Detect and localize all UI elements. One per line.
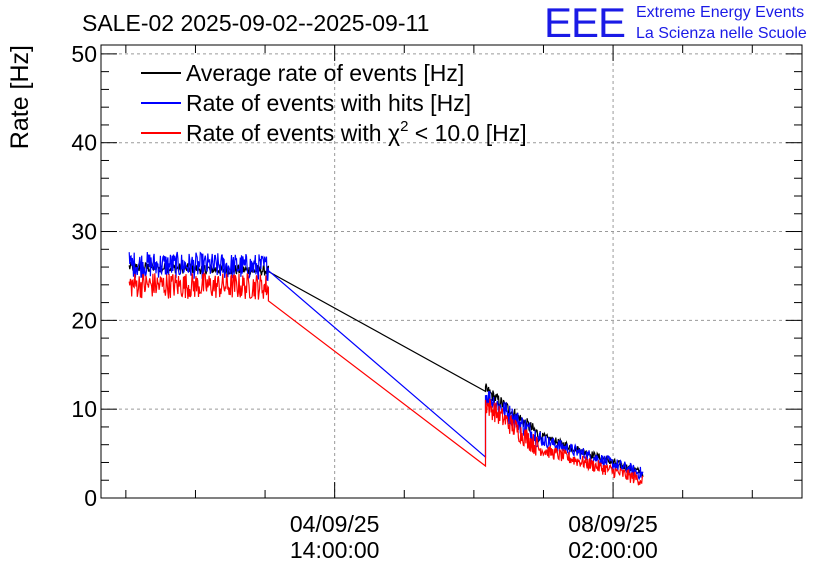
x-tick-time-label: 02:00:00 [568, 537, 658, 563]
eee-logo: EEE [544, 0, 626, 46]
x-tick-date-label: 04/09/25 [290, 511, 380, 537]
y-tick-label: 20 [71, 307, 97, 333]
series-line-1 [128, 261, 644, 478]
x-tick-date-label: 08/09/25 [568, 511, 658, 537]
legend: Average rate of events [Hz] Rate of event… [141, 60, 527, 146]
y-tick-label: 10 [71, 396, 97, 422]
legend-label-1: Average rate of events [Hz] [186, 60, 464, 86]
legend-label-2: Rate of events with hits [Hz] [186, 90, 471, 116]
chart-title: SALE-02 2025-09-02--2025-09-11 [82, 10, 430, 36]
plot-frame [100, 44, 803, 499]
y-tick-label: 0 [84, 485, 97, 511]
y-tick-label: 30 [71, 219, 97, 245]
y-tick-label: 40 [71, 130, 97, 156]
x-tick-time-label: 14:00:00 [290, 537, 380, 563]
legend-label-3: Rate of events with χ2 < 10.0 [Hz] [186, 118, 527, 146]
logo-line-1: Extreme Energy Events [636, 4, 805, 21]
y-tick-label: 50 [71, 41, 97, 67]
logo-line-2: La Scienza nelle Scuole [636, 25, 807, 42]
series-line-3 [128, 271, 644, 486]
y-axis-label: Rate [Hz] [6, 45, 34, 149]
series-layer [128, 251, 644, 486]
grid-lines [101, 45, 802, 498]
